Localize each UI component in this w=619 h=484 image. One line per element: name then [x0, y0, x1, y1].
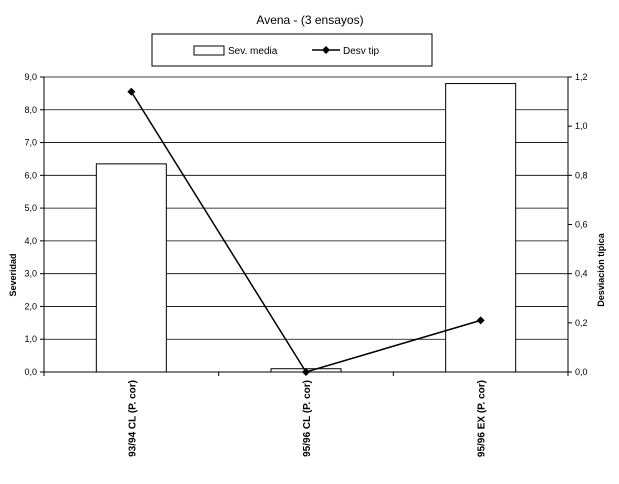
- legend-bar-label: Sev. media: [228, 46, 278, 57]
- y2-tick-label: 0,8: [575, 170, 588, 180]
- x-category-label: 95/96 EX (P. cor): [477, 380, 488, 457]
- legend-line-marker: [322, 46, 330, 54]
- y-tick-label: 3,0: [24, 269, 37, 279]
- legend-bar-swatch: [193, 45, 225, 56]
- y-tick-label: 9,0: [24, 72, 37, 82]
- y-tick-label: 5,0: [24, 203, 37, 213]
- y-tick-label: 7,0: [24, 138, 37, 148]
- y2-tick-label: 0,6: [575, 220, 588, 230]
- y2-tick-label: 0,4: [575, 269, 588, 279]
- y2-axis-title: Desviación típica: [596, 232, 606, 307]
- y2-tick-label: 0,2: [575, 318, 588, 328]
- y-tick-label: 4,0: [24, 236, 37, 246]
- line-point: [127, 87, 136, 96]
- chart-title: Avena - (3 ensayos): [256, 13, 363, 27]
- bar: [445, 83, 517, 373]
- line-point: [476, 316, 485, 325]
- y2-tick-label: 0,0: [575, 367, 588, 377]
- y2-tick-label: 1,2: [575, 72, 588, 82]
- y-tick-label: 1,0: [24, 334, 37, 344]
- y-axis-title: Severidad: [8, 253, 18, 296]
- y2-tick-label: 1,0: [575, 121, 588, 131]
- legend: Sev. media Desv tip: [151, 33, 433, 67]
- x-category-label: 93/94 CL (P. cor): [127, 380, 138, 457]
- x-category-label: 95/96 CL (P. cor): [302, 380, 313, 457]
- y-tick-label: 0,0: [24, 367, 37, 377]
- legend-line-label: Desv tip: [343, 46, 380, 57]
- y-tick-label: 2,0: [24, 301, 37, 311]
- bar: [95, 163, 167, 373]
- line-point: [302, 368, 310, 376]
- y-tick-label: 8,0: [24, 105, 37, 115]
- y-tick-label: 6,0: [24, 170, 37, 180]
- desv-tip-line: [130, 91, 481, 373]
